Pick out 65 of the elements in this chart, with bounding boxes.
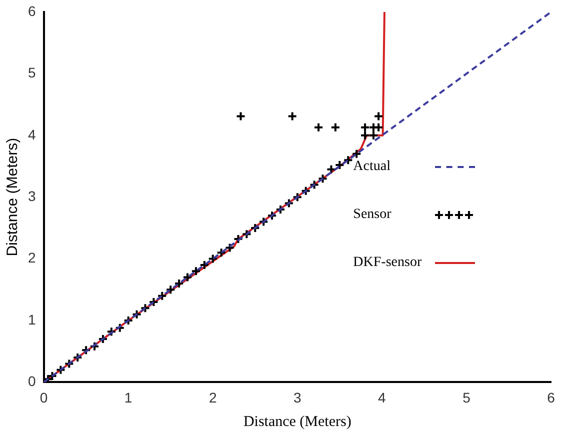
- point: [318, 174, 328, 184]
- legend-label: DKF-sensor: [353, 255, 423, 272]
- point: [267, 210, 278, 221]
- point: [374, 111, 384, 122]
- point: [374, 122, 384, 132]
- x-axis-title: Distance (Meters): [243, 414, 352, 430]
- point: [90, 341, 100, 352]
- text: Sensor: [353, 207, 392, 224]
- y-tick-label: 2: [28, 250, 36, 266]
- y-tick-label: 6: [28, 2, 36, 19]
- point: [56, 364, 66, 375]
- point: [98, 334, 108, 344]
- point: [360, 130, 370, 140]
- point: [334, 160, 345, 170]
- point: [314, 122, 324, 132]
- point: [140, 303, 150, 314]
- point: [292, 192, 302, 202]
- point: [72, 352, 83, 363]
- x-tick-label: 0: [40, 389, 48, 406]
- point: [275, 204, 286, 214]
- point: [284, 198, 294, 208]
- y-tick-label: 5: [28, 64, 36, 81]
- point: [242, 229, 252, 240]
- point: [224, 242, 235, 253]
- point: [309, 180, 320, 190]
- point: [250, 222, 260, 233]
- point: [182, 272, 192, 282]
- x-tick-label: 1: [124, 389, 132, 406]
- point: [114, 322, 125, 333]
- series-label: Actual: [353, 159, 392, 176]
- point: [233, 234, 244, 244]
- x-tick-label: 6: [547, 389, 556, 406]
- y-axis-title: Distance (Meters): [4, 138, 22, 256]
- point: [326, 164, 336, 174]
- y-tick-label: 4: [28, 126, 36, 142]
- point: [47, 371, 58, 382]
- point: [64, 358, 74, 369]
- point: [330, 122, 340, 132]
- point: [132, 309, 142, 320]
- y-tick-label: 1: [28, 311, 36, 328]
- point: [360, 122, 370, 132]
- point: [236, 111, 246, 122]
- x-tick-label: 4: [378, 389, 386, 406]
- point: [106, 326, 116, 337]
- point: [174, 278, 184, 288]
- y-tick-label: 3: [28, 188, 36, 204]
- point: [216, 248, 226, 258]
- point: [199, 260, 210, 270]
- x-tick-label: 3: [293, 389, 302, 406]
- point: [343, 155, 354, 166]
- point: [81, 345, 92, 356]
- point: [300, 186, 311, 196]
- point: [287, 111, 298, 122]
- x-tick-label: 2: [208, 389, 217, 406]
- point: [148, 296, 159, 307]
- point: [190, 266, 201, 276]
- point: [166, 284, 176, 295]
- x-tick-label: 5: [462, 389, 471, 406]
- point: [208, 254, 218, 264]
- point: [123, 316, 134, 326]
- y-tick-label: 0: [28, 373, 36, 390]
- point: [352, 148, 362, 159]
- point: [258, 216, 269, 227]
- point: [157, 290, 168, 301]
- point: [368, 130, 378, 140]
